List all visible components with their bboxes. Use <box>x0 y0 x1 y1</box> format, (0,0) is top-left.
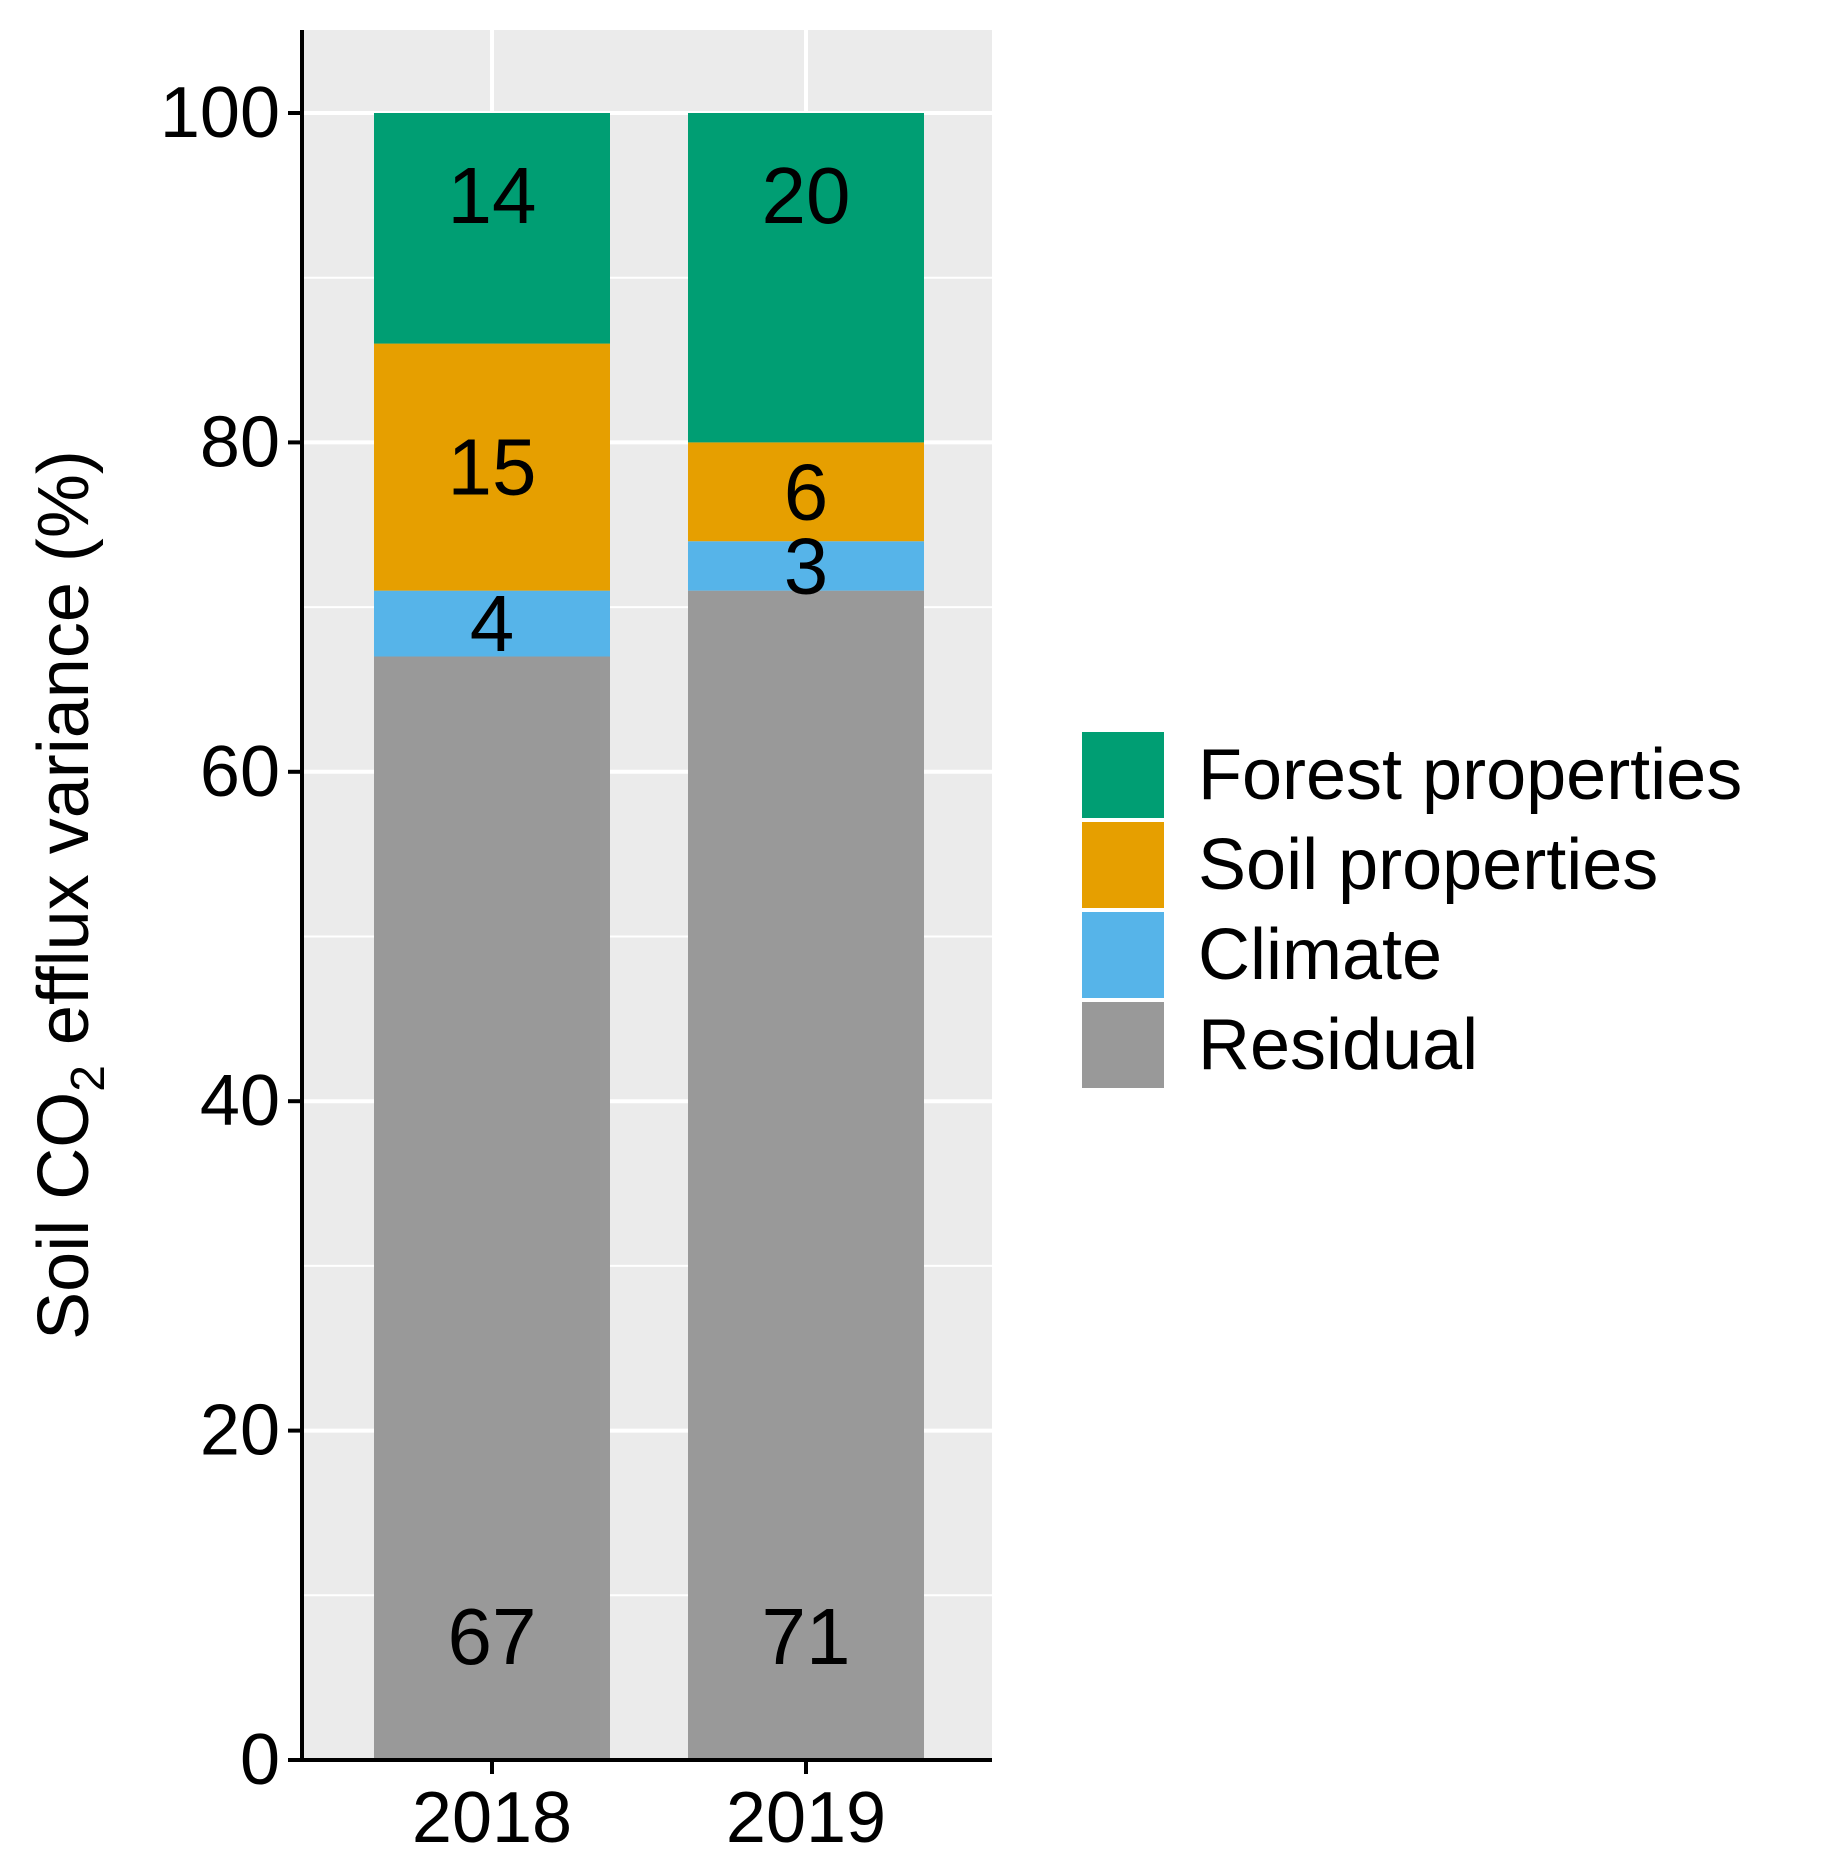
y-tick-label: 80 <box>200 402 280 482</box>
legend-swatch-forest-properties <box>1078 728 1168 822</box>
data-label-2018-climate: 4 <box>470 579 515 668</box>
data-label-2019-climate: 3 <box>784 521 829 610</box>
y-tick-label: 60 <box>200 732 280 812</box>
y-tick-label: 0 <box>240 1720 280 1800</box>
data-label-2019-forest-properties: 20 <box>762 151 851 240</box>
bar-2019-forest-properties <box>688 113 924 443</box>
y-tick-label: 40 <box>200 1061 280 1141</box>
y-axis-title-subscript: 2 <box>62 1065 115 1092</box>
legend-label-climate: Climate <box>1198 915 1442 995</box>
bar-2019-residual <box>688 590 924 1760</box>
data-label-2019-soil-properties: 6 <box>784 447 829 536</box>
legend-label-residual: Residual <box>1198 1005 1478 1085</box>
data-label-2019-residual: 71 <box>762 1592 851 1681</box>
bar-2018-residual <box>374 656 610 1760</box>
x-tick-label-2018: 2018 <box>412 1778 572 1858</box>
bar-2019-soil-properties <box>688 442 924 542</box>
legend-label-soil-properties: Soil properties <box>1198 825 1658 905</box>
y-tick-label: 20 <box>200 1391 280 1471</box>
bar-2019-climate <box>688 541 924 591</box>
bar-2018-forest-properties <box>374 113 610 344</box>
legend-swatch-residual <box>1078 998 1168 1092</box>
y-axis-title-prefix: Soil CO <box>24 1092 104 1340</box>
bar-2018-soil-properties <box>374 343 610 591</box>
bar-2018-climate <box>374 590 610 657</box>
y-tick-label: 100 <box>160 73 280 153</box>
legend-label-forest-properties: Forest properties <box>1198 735 1742 815</box>
y-axis-title: Soil CO2 efflux variance (%) <box>24 450 115 1340</box>
data-label-2018-soil-properties: 15 <box>448 423 537 512</box>
legend: Forest properties Soil properties Climate R… <box>1078 728 1742 1092</box>
segment-labels: 67 4 15 14 71 36 20 <box>448 151 851 1681</box>
bars <box>374 113 924 1760</box>
legend-swatch-soil-properties <box>1078 818 1168 912</box>
data-label-2018-residual: 67 <box>448 1592 537 1681</box>
data-label-2018-forest-properties: 14 <box>448 151 537 240</box>
ticks: 0 20 40 60 80 100 2018 2019 <box>160 73 886 1858</box>
axes <box>300 30 992 1762</box>
legend-swatch-climate <box>1078 908 1168 1002</box>
y-axis-title-suffix: efflux variance (%) <box>24 450 104 1065</box>
x-tick-label-2019: 2019 <box>726 1778 886 1858</box>
